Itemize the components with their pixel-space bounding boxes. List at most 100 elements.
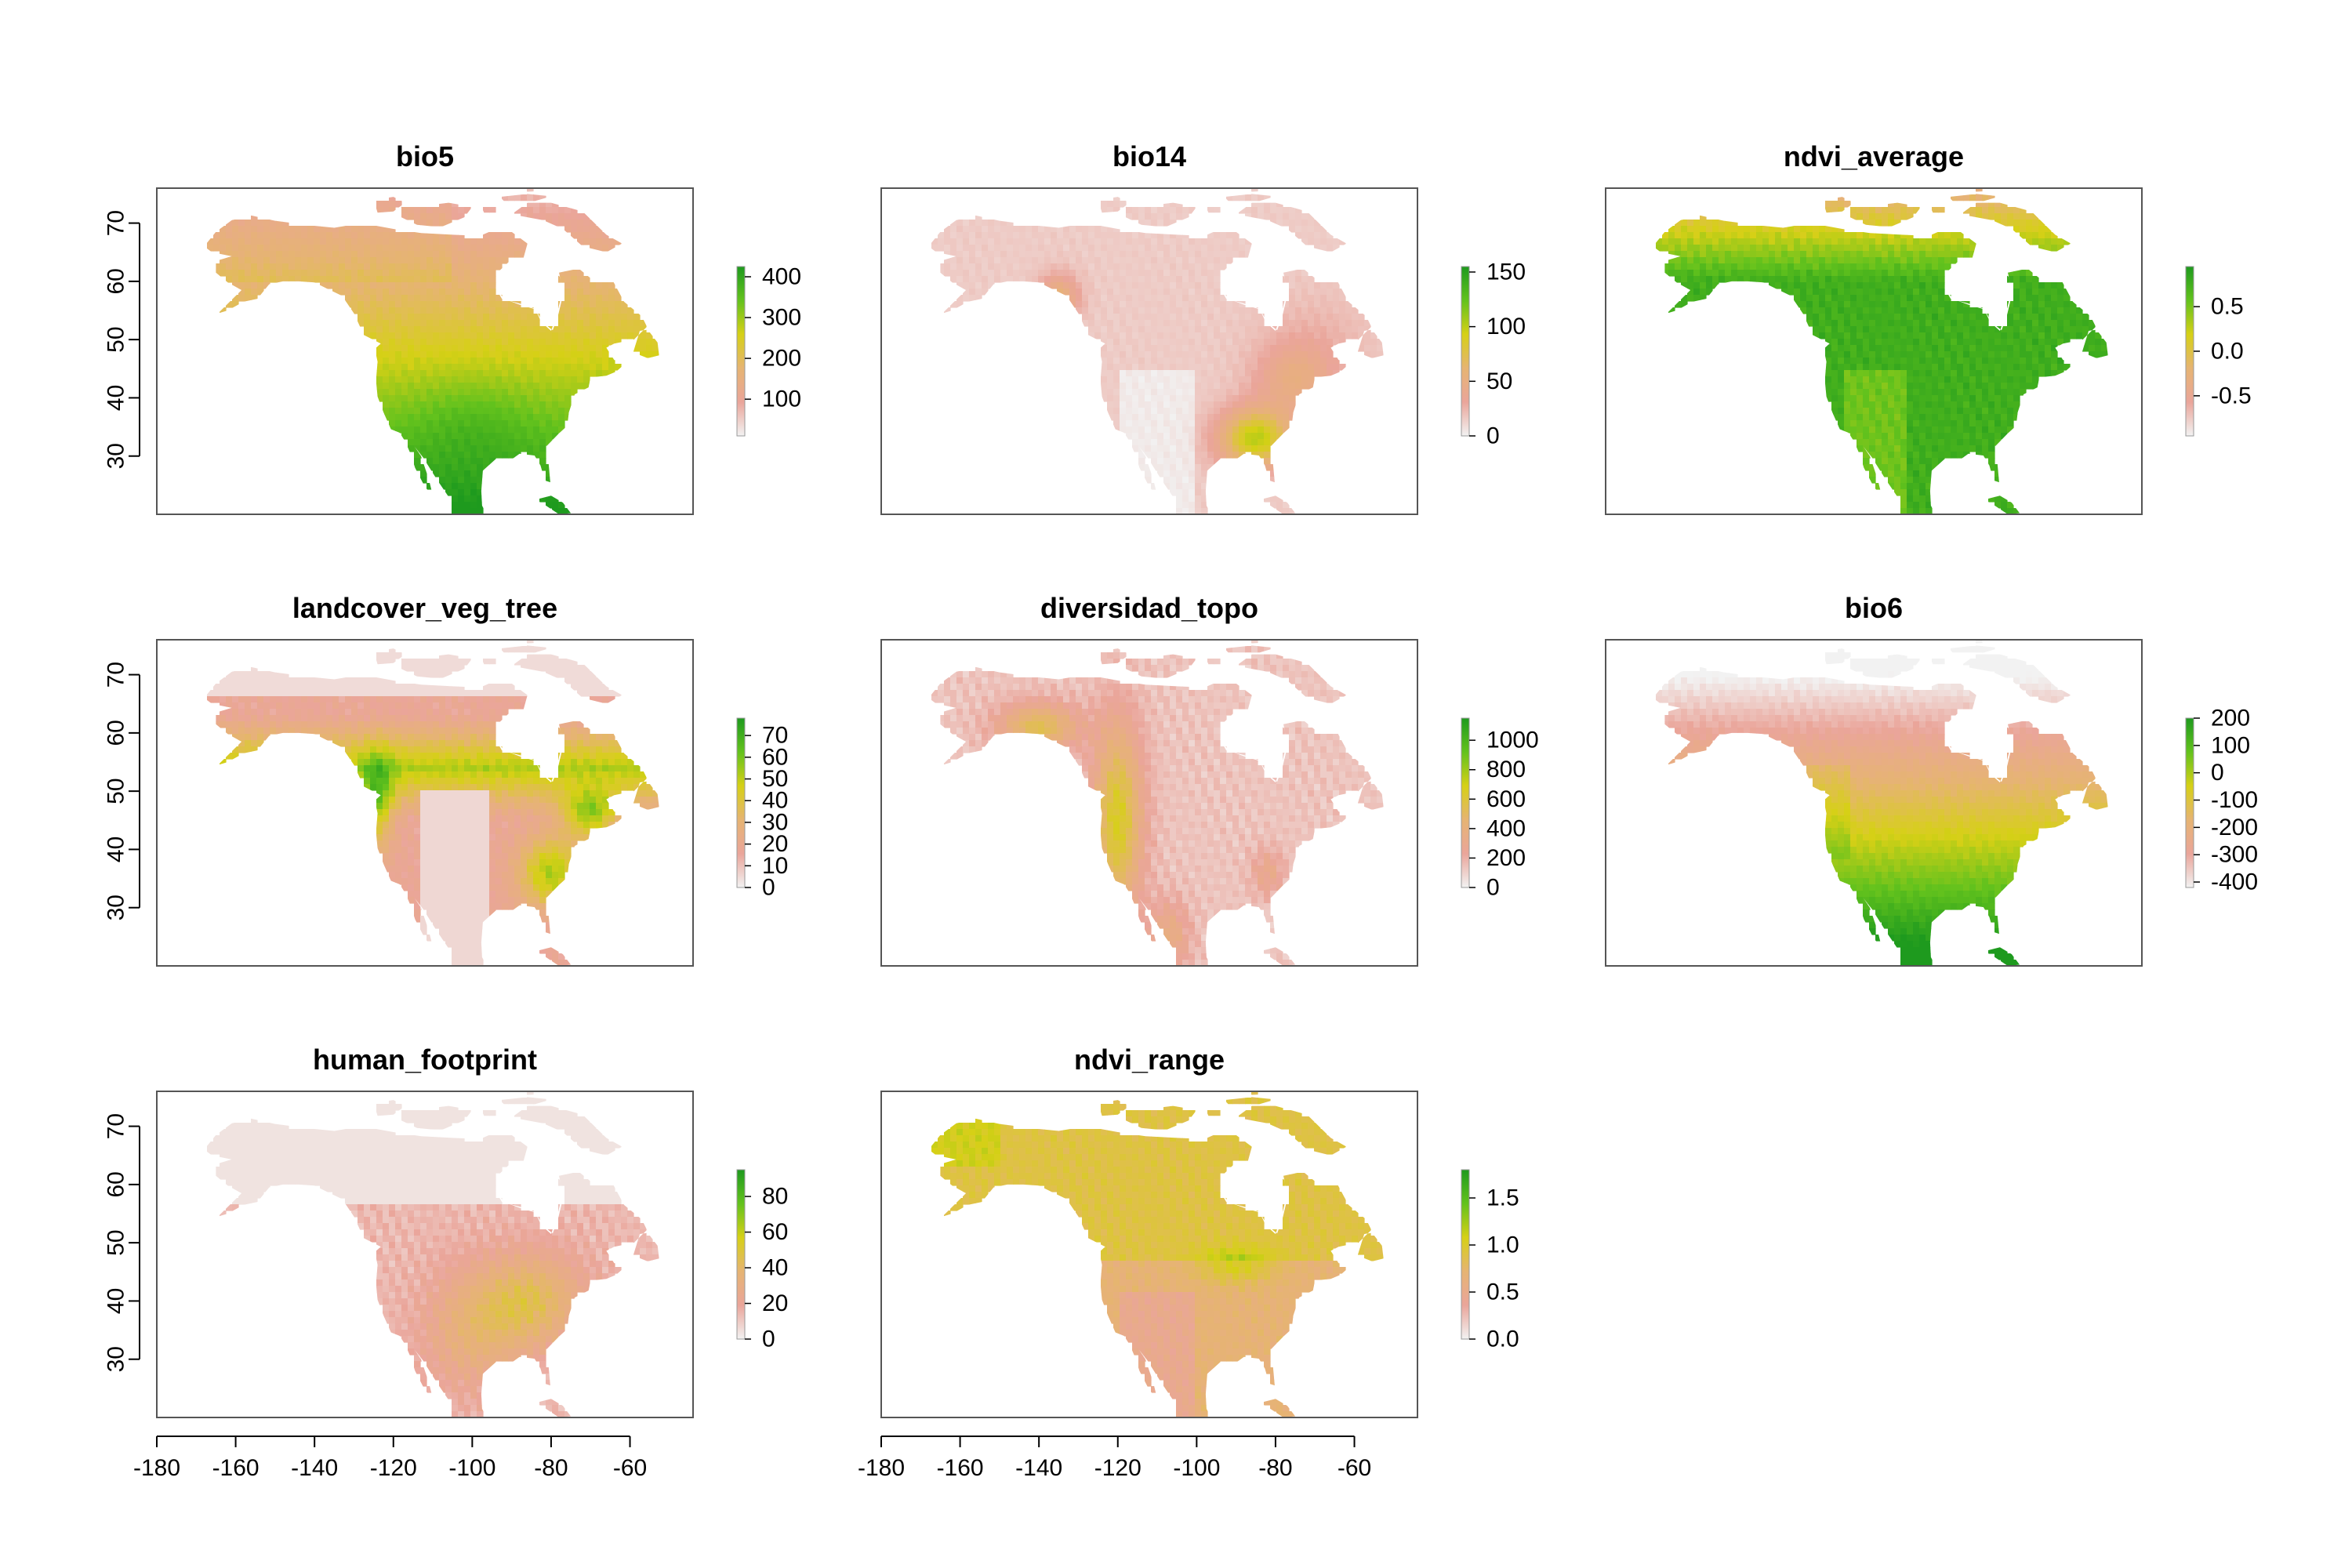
legend-label: 100 (762, 387, 801, 412)
panel-title: ndvi_range (1074, 1044, 1225, 1076)
panel-title: landcover_veg_tree (292, 592, 557, 624)
legend-colorbar (1461, 1169, 1470, 1340)
panel-frame (156, 639, 694, 967)
panel-title: bio14 (1112, 140, 1186, 172)
legend-label: 100 (2211, 732, 2250, 758)
y-tick-label: 50 (103, 326, 129, 352)
panel-frame (880, 1091, 1418, 1418)
legend-label: 1000 (1486, 728, 1539, 753)
legend-label: 1.0 (1486, 1232, 1519, 1258)
x-tick-label: -60 (1338, 1455, 1371, 1481)
legend-label: 50 (1486, 368, 1512, 394)
y-tick-label: 30 (103, 895, 129, 920)
legend-label: 10 (762, 853, 788, 879)
legend-label: 30 (762, 809, 788, 835)
x-tick-label: -140 (291, 1455, 338, 1481)
legend-label: 40 (762, 1255, 788, 1281)
legend-label: 0.0 (1486, 1327, 1519, 1352)
y-tick-label: 60 (103, 268, 129, 294)
y-tick-label: 50 (103, 1229, 129, 1255)
panel-frame (1605, 187, 2143, 515)
panel-frame (880, 639, 1418, 967)
y-tick-label: 70 (103, 210, 129, 236)
y-tick-label: 60 (103, 720, 129, 746)
y-tick-label: 30 (103, 1346, 129, 1372)
x-tick-label: -80 (534, 1455, 568, 1481)
panel-title: ndvi_average (1784, 140, 1964, 172)
legend-label: 50 (762, 766, 788, 792)
legend-label: 300 (762, 305, 801, 331)
legend-label: 400 (762, 264, 801, 290)
legend-label: 0 (2211, 760, 2224, 786)
legend-label: 150 (1486, 259, 1526, 285)
legend-label: 0.5 (1486, 1279, 1519, 1305)
panel-frame (1605, 639, 2143, 967)
y-tick-label: 70 (103, 662, 129, 688)
legend-label: -0.5 (2211, 383, 2252, 408)
legend-label: 40 (762, 788, 788, 814)
raster-ndvi_average (1656, 188, 2108, 515)
y-tick-label: 40 (103, 385, 129, 411)
raster-landcover_veg_tree (207, 640, 659, 967)
legend-label: 200 (762, 346, 801, 372)
raster-bio14 (931, 188, 1384, 515)
legend-colorbar (2185, 717, 2194, 888)
y-tick-label: 70 (103, 1113, 129, 1139)
legend-label: 80 (762, 1184, 788, 1210)
legend-label: -100 (2211, 787, 2258, 813)
x-tick-label: -100 (1173, 1455, 1220, 1481)
panel-frame (156, 1091, 694, 1418)
legend-label: 0 (1486, 423, 1500, 449)
panel-frame (156, 187, 694, 515)
y-tick-label: 50 (103, 778, 129, 804)
raster-bio6 (1656, 640, 2108, 967)
map-panel-diversidad_topo: diversidad_topo 0 200 400 600 800 1000 (880, 592, 1539, 967)
x-tick-label: -120 (370, 1455, 417, 1481)
legend-label: -300 (2211, 842, 2258, 868)
legend-label: 0.5 (2211, 294, 2244, 320)
x-tick-label: -60 (613, 1455, 647, 1481)
x-tick-label: -100 (448, 1455, 495, 1481)
legend-label: 0.0 (2211, 339, 2244, 365)
x-tick-label: -80 (1258, 1455, 1292, 1481)
y-tick-label: 60 (103, 1171, 129, 1197)
legend-label: 20 (762, 831, 788, 857)
map-panel-ndvi_range: ndvi_range -180 -160 -140 -120 -100 -80 -60 0.0 0… (858, 1044, 1519, 1481)
map-panel-ndvi_average: ndvi_average -0.5 0.0 0.5 (1605, 140, 2252, 515)
legend-label: 1.5 (1486, 1185, 1519, 1211)
map-panel-bio5: bio5 30 40 50 60 70 100 200 300 400 (103, 140, 801, 515)
legend-label: 60 (762, 744, 788, 770)
x-tick-label: -140 (1015, 1455, 1062, 1481)
panel-title: bio5 (396, 140, 454, 172)
legend-label: 800 (1486, 757, 1526, 782)
y-tick-label: 30 (103, 443, 129, 469)
legend-label: 200 (1486, 845, 1526, 871)
x-tick-label: -180 (858, 1455, 905, 1481)
legend-label: 100 (1486, 314, 1526, 339)
panel-title: bio6 (1845, 592, 1903, 624)
legend-colorbar (736, 717, 746, 888)
y-tick-label: 40 (103, 837, 129, 862)
x-tick-label: -120 (1094, 1455, 1142, 1481)
map-panel-bio14: bio14 0 50 100 150 (880, 140, 1526, 515)
panel-frame (880, 187, 1418, 515)
legend-label: 60 (762, 1219, 788, 1245)
legend-colorbar (736, 266, 746, 437)
raster-ndvi_range (931, 1091, 1384, 1418)
legend-colorbar (2185, 266, 2194, 437)
legend-label: 20 (762, 1290, 788, 1316)
legend-colorbar (1461, 717, 1470, 888)
x-tick-label: -160 (937, 1455, 984, 1481)
raster-human_footprint (207, 1091, 659, 1418)
legend-colorbar (736, 1169, 746, 1340)
x-tick-label: -180 (133, 1455, 180, 1481)
legend-label: 0 (1486, 875, 1500, 901)
raster-diversidad_topo (931, 640, 1384, 967)
panel-title: human_footprint (313, 1044, 537, 1076)
legend-label: 600 (1486, 786, 1526, 812)
y-tick-label: 40 (103, 1288, 129, 1314)
legend-label: 0 (762, 875, 775, 901)
map-panel-landcover_veg_tree: landcover_veg_tree3040506070010203040506… (103, 592, 788, 967)
